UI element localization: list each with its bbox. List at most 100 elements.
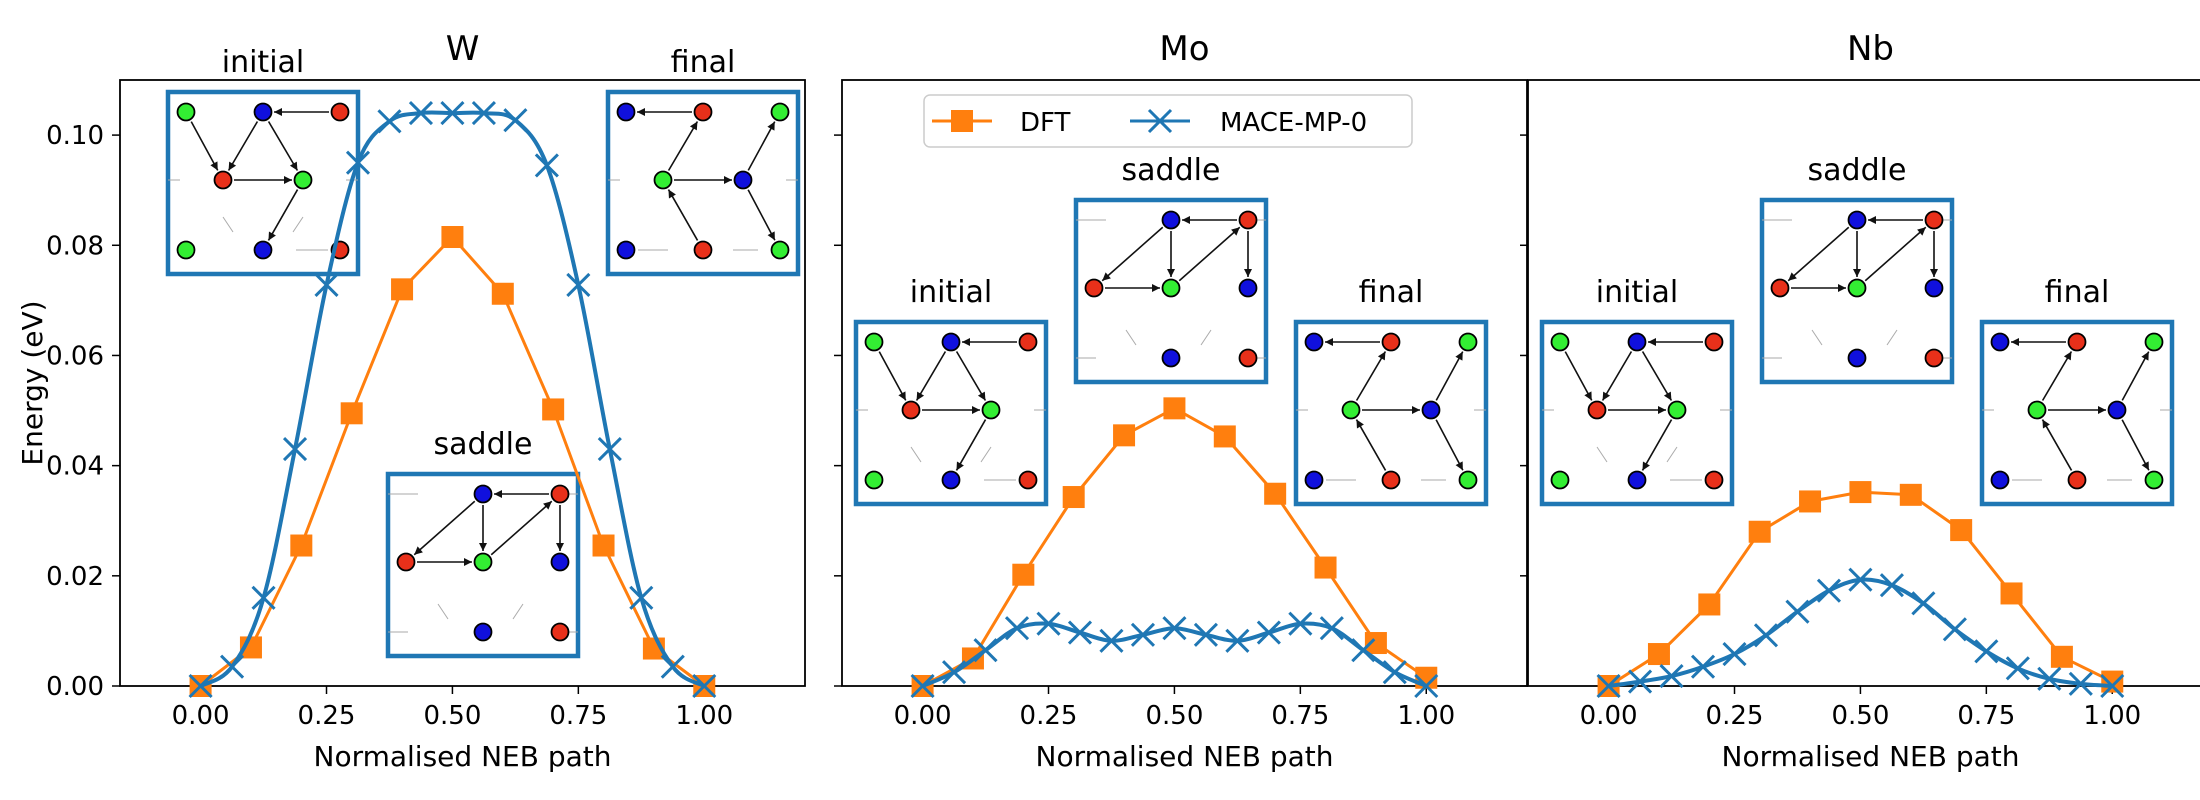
inset-arrow-head	[2011, 338, 2019, 346]
panel-nb-inset-label: saddle	[1808, 153, 1907, 188]
mace-point	[408, 100, 434, 126]
atom-red	[330, 102, 350, 122]
atom-red	[396, 552, 416, 572]
atom-red	[1084, 278, 1104, 298]
mace-point	[1659, 664, 1684, 689]
inset-arrow-shaft	[413, 500, 476, 556]
inset-arrow-head	[1455, 461, 1463, 471]
atom-blue	[1238, 278, 1258, 298]
mace-point	[345, 150, 371, 175]
panel-mo-inset-label: final	[1359, 275, 1424, 310]
dft-point	[1012, 563, 1035, 586]
inset-arrow-head	[1455, 351, 1463, 361]
inset-arrow-shaft	[1641, 351, 1673, 401]
inset-arrow-head	[2063, 351, 2072, 361]
atom-blue	[253, 240, 273, 260]
atom-green	[1458, 332, 1478, 352]
atom-red	[550, 484, 570, 504]
inset-arrow-head	[228, 161, 237, 171]
panel-mo-title: Mo	[1159, 29, 1209, 69]
panel-nb-title: Nb	[1847, 29, 1894, 69]
mace-point	[1879, 573, 1904, 598]
mace-point	[629, 585, 654, 610]
panel-nb-xlabel: Normalised NEB path	[1722, 740, 2020, 773]
dft-point	[1264, 482, 1287, 505]
atom-green	[1161, 278, 1181, 298]
x-tick-label: 0.50	[423, 701, 481, 731]
dft-point	[491, 282, 514, 305]
inset-arrow-head	[414, 546, 423, 555]
x-tick-label: 0.75	[1271, 701, 1329, 731]
dft-point	[1950, 519, 1973, 542]
panel-w-inset-label: saddle	[434, 427, 533, 462]
inset-arrow-head	[1412, 406, 1420, 414]
inset-arrow-head	[1663, 391, 1672, 401]
inset-arrow-shaft	[1641, 419, 1673, 471]
mace-point	[1596, 673, 1621, 699]
inset-arrow-head	[956, 461, 964, 471]
x-tick-label: 0.25	[298, 701, 356, 731]
inset-arrow-shaft	[2121, 351, 2150, 401]
inset-bond-dash	[512, 603, 524, 620]
mace-point	[1256, 620, 1281, 645]
dft-point	[290, 534, 313, 557]
inset-arrow-shaft	[267, 189, 299, 241]
panel-mo-mace-line	[921, 621, 1428, 688]
inset-arrow-head	[1377, 351, 1386, 361]
dft-point	[441, 226, 464, 249]
atom-green	[770, 102, 790, 122]
inset-arrow-shaft	[667, 121, 699, 171]
atom-red	[213, 170, 233, 190]
dft-point	[1113, 424, 1136, 447]
inset-arrow-head	[1325, 338, 1333, 346]
atom-red	[1018, 470, 1038, 490]
inset-arrow-shaft	[1601, 351, 1633, 401]
mace-point	[1942, 617, 1967, 642]
inset-arrow-head	[1102, 272, 1111, 281]
inset-arrow-head	[1838, 284, 1846, 292]
inset-arrow-head	[2141, 351, 2149, 361]
atom-red	[693, 102, 713, 122]
atom-red	[1238, 348, 1258, 368]
atom-blue	[1627, 332, 1647, 352]
atom-green	[1341, 400, 1361, 420]
atom-green	[1667, 400, 1687, 420]
dft-point	[542, 398, 565, 421]
inset-arrow-head	[2098, 406, 2106, 414]
inset-arrow-head	[1356, 419, 1364, 429]
dft-point	[2000, 582, 2023, 605]
atom-green	[176, 240, 196, 260]
y-tick-label: 0.08	[46, 231, 104, 261]
atom-red	[693, 240, 713, 260]
mace-point	[973, 638, 998, 663]
atom-green	[770, 240, 790, 260]
atom-green	[1550, 332, 1570, 352]
atom-red	[1770, 278, 1790, 298]
inset-arrow-shaft	[1355, 419, 1387, 471]
inset-arrow-shaft	[747, 189, 776, 241]
inset-bond-dash	[437, 603, 449, 620]
y-tick-label: 0.04	[46, 452, 104, 482]
inset-bond-dash	[222, 216, 234, 233]
x-tick-label: 0.00	[1580, 701, 1638, 731]
x-tick-label: 0.50	[1145, 701, 1203, 731]
y-tick-label: 0.02	[46, 562, 104, 592]
mace-point	[1753, 623, 1779, 648]
legend-mace-label: MACE-MP-0	[1220, 108, 1367, 138]
inset-arrow-shaft	[1564, 351, 1593, 401]
mace-point	[1628, 669, 1653, 694]
inset-arrow-head	[543, 501, 552, 510]
atom-blue	[616, 240, 636, 260]
mace-point	[1225, 628, 1250, 653]
mace-point	[1036, 611, 1061, 636]
inset-arrow-head	[274, 108, 282, 116]
legend-mace-marker	[1147, 108, 1173, 134]
mace-point	[2037, 666, 2062, 691]
atom-blue	[2107, 400, 2127, 420]
panel-mo-inset-final	[1293, 319, 1489, 507]
inset-bond-dash	[980, 446, 992, 463]
legend-dft-label: DFT	[1020, 108, 1071, 138]
inset-arrow-shaft	[1435, 419, 1464, 471]
atom-blue	[616, 102, 636, 122]
dft-point	[1799, 490, 1822, 513]
